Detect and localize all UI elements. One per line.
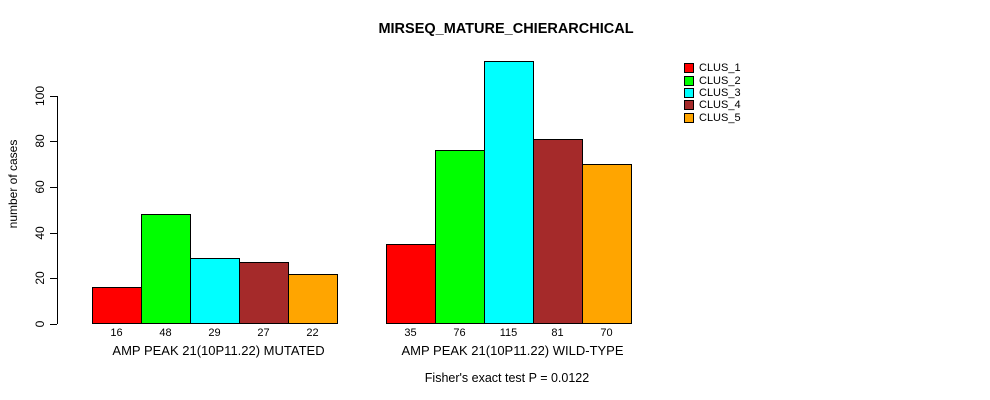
legend-row: CLUS_2 [684, 74, 741, 87]
bar-clus_1-group2 [386, 244, 436, 324]
y-tick-mark [50, 95, 57, 97]
legend-swatch-clus_2 [684, 75, 694, 86]
bar-clus_5-group2 [582, 164, 632, 324]
bar-value-label: 115 [499, 327, 518, 339]
legend-swatch-clus_5 [684, 112, 694, 123]
bar-clus_5-group1 [288, 273, 338, 324]
bar-clus_3-group2 [484, 61, 534, 324]
y-axis-label: number of cases [6, 139, 20, 229]
y-tick-mark [50, 141, 57, 143]
legend-label: CLUS_4 [699, 99, 741, 112]
bar-value-label: 22 [306, 327, 319, 339]
bar-value-label: 76 [453, 327, 466, 339]
bar-value-label: 29 [208, 327, 221, 339]
y-axis-line [57, 95, 58, 324]
group-label: AMP PEAK 21(10P11.22) WILD-TYPE [401, 343, 624, 358]
group-label: AMP PEAK 21(10P11.22) MUTATED [112, 343, 325, 358]
bar-clus_2-group1 [141, 214, 191, 324]
legend-label: CLUS_5 [699, 111, 741, 124]
legend-label: CLUS_1 [699, 62, 741, 75]
y-tick-label: 40 [33, 225, 47, 240]
legend: CLUS_1 CLUS_2 CLUS_3 CLUS_4 CLUS_5 [684, 62, 741, 124]
y-tick-label: 20 [33, 271, 47, 285]
y-tick-label: 80 [33, 134, 47, 148]
bar-value-label: 70 [600, 327, 613, 339]
legend-row: CLUS_4 [684, 99, 741, 111]
bar-clus_4-group1 [239, 262, 289, 324]
y-tick-mark [50, 186, 57, 188]
bar-clus_2-group2 [435, 150, 485, 324]
y-tick-mark [50, 324, 57, 325]
legend-row: CLUS_1 [684, 62, 741, 74]
legend-label: CLUS_2 [699, 74, 741, 87]
bar-value-label: 48 [159, 327, 172, 339]
y-tick-mark [50, 232, 57, 234]
y-tick-mark [50, 278, 57, 280]
annotation-text: Fisher's exact test P = 0.0122 [424, 371, 590, 385]
chart-title: MIRSEQ_MATURE_CHIERARCHICAL [378, 21, 634, 37]
y-tick-label: 100 [33, 85, 47, 106]
bar-value-label: 16 [110, 327, 123, 339]
bar-value-label: 27 [257, 327, 270, 339]
y-tick-label: 60 [33, 180, 47, 194]
legend-swatch-clus_4 [684, 100, 694, 111]
bar-value-label: 35 [404, 327, 417, 339]
bar-clus_4-group2 [533, 138, 583, 324]
bar-clus_3-group1 [190, 257, 240, 324]
legend-label: CLUS_3 [699, 86, 741, 99]
legend-swatch-clus_1 [684, 63, 694, 74]
y-tick-label: 0 [33, 320, 47, 328]
legend-row: CLUS_5 [684, 112, 741, 124]
legend-swatch-clus_3 [684, 87, 694, 98]
bar-clus_1-group1 [92, 287, 142, 324]
bar-value-label: 81 [551, 327, 564, 339]
legend-row: CLUS_3 [684, 87, 741, 99]
